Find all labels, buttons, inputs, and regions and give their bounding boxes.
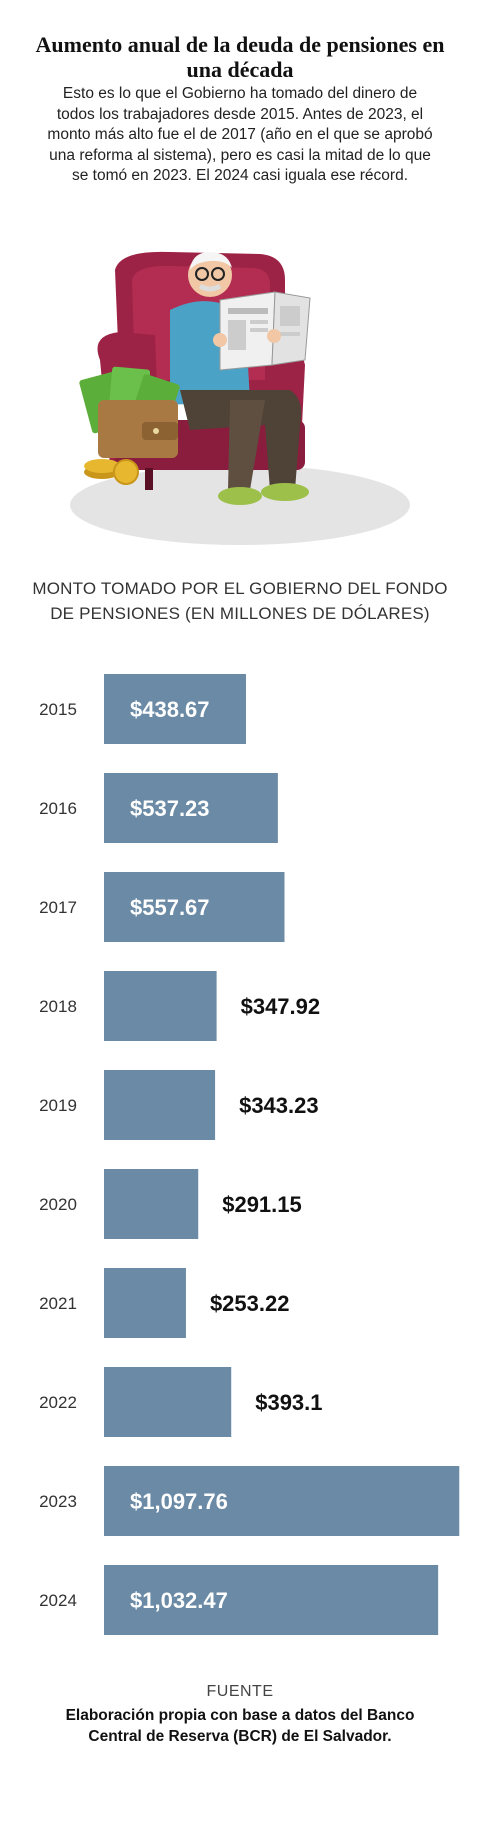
value-label-2017: $557.67 [130, 895, 210, 920]
value-label-2018: $347.92 [241, 994, 321, 1019]
bar-2021 [104, 1268, 186, 1338]
category-label-2017: 2017 [39, 898, 77, 917]
value-label-2015: $438.67 [130, 697, 210, 722]
value-label-2020: $291.15 [222, 1192, 302, 1217]
chart-title: MONTO TOMADO POR EL GOBIERNO DEL FONDO D… [32, 579, 448, 623]
bar-2019 [104, 1070, 216, 1140]
elderly-man-reading-newspaper-illustration [70, 251, 410, 545]
value-label-2016: $537.23 [130, 796, 210, 821]
bar-2018 [104, 971, 217, 1041]
value-label-2022: $393.1 [255, 1390, 322, 1415]
bar-2020 [104, 1169, 199, 1239]
bar-2023 [104, 1466, 460, 1536]
category-label-2021: 2021 [39, 1294, 77, 1313]
category-label-2016: 2016 [39, 799, 77, 818]
value-label-2023: $1,097.76 [130, 1489, 228, 1514]
value-label-2021: $253.22 [210, 1291, 290, 1316]
bar-2015 [104, 674, 246, 744]
category-label-2018: 2018 [39, 997, 77, 1016]
value-label-2019: $343.23 [239, 1093, 319, 1118]
category-label-2020: 2020 [39, 1195, 77, 1214]
bar-2017 [104, 872, 285, 942]
bar-2024 [104, 1565, 439, 1635]
category-label-2024: 2024 [39, 1591, 77, 1610]
category-label-2023: 2023 [39, 1492, 77, 1511]
source-label: FUENTE [206, 1683, 274, 1700]
bar-chart: 2015 $438.67 2016 $537.23 2017 $557.67 2018 $34… [39, 674, 460, 1635]
category-label-2022: 2022 [39, 1393, 77, 1412]
value-label-2024: $1,032.47 [130, 1588, 228, 1613]
source-text: Elaboración propia con base a datos del … [65, 1707, 415, 1745]
intro-text: Esto es lo que el Gobierno ha tomado del… [47, 85, 433, 184]
bar-2016 [104, 773, 278, 843]
page-title: Aumento anual de la deuda de pensiones e… [35, 32, 445, 82]
bar-2022 [104, 1367, 232, 1437]
category-label-2015: 2015 [39, 700, 77, 719]
category-label-2019: 2019 [39, 1096, 77, 1115]
